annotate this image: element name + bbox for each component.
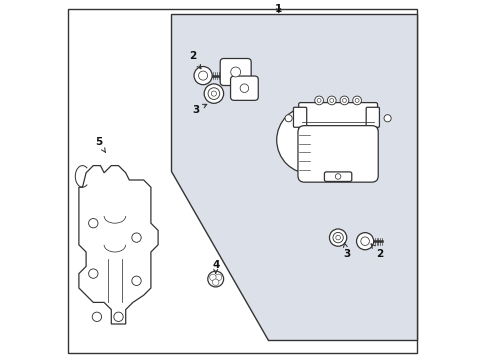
- FancyBboxPatch shape: [298, 103, 377, 136]
- Text: 3: 3: [192, 104, 206, 115]
- Circle shape: [327, 96, 335, 105]
- Text: 1: 1: [275, 4, 282, 14]
- Polygon shape: [79, 166, 158, 324]
- Circle shape: [215, 274, 221, 281]
- FancyBboxPatch shape: [220, 58, 251, 85]
- Circle shape: [198, 71, 207, 80]
- Circle shape: [332, 233, 343, 243]
- Circle shape: [335, 174, 340, 179]
- Ellipse shape: [240, 84, 248, 93]
- FancyBboxPatch shape: [324, 172, 351, 181]
- Circle shape: [360, 237, 368, 246]
- Circle shape: [212, 279, 219, 285]
- Polygon shape: [170, 14, 416, 340]
- Circle shape: [209, 274, 216, 281]
- Circle shape: [114, 312, 123, 321]
- Text: 2: 2: [188, 51, 201, 69]
- Ellipse shape: [230, 67, 240, 77]
- Circle shape: [339, 96, 348, 105]
- Text: 5: 5: [95, 137, 105, 152]
- Circle shape: [314, 96, 323, 105]
- Circle shape: [88, 219, 98, 228]
- Circle shape: [316, 98, 321, 102]
- FancyBboxPatch shape: [230, 76, 258, 100]
- Text: 4: 4: [212, 260, 219, 273]
- Circle shape: [329, 98, 333, 102]
- Circle shape: [354, 98, 358, 102]
- Circle shape: [342, 98, 346, 102]
- Text: 2: 2: [370, 244, 382, 259]
- Circle shape: [285, 115, 291, 122]
- Circle shape: [329, 229, 346, 246]
- Circle shape: [335, 235, 340, 240]
- FancyBboxPatch shape: [293, 107, 306, 127]
- Circle shape: [88, 269, 98, 278]
- Circle shape: [383, 115, 390, 122]
- Circle shape: [204, 84, 223, 103]
- FancyBboxPatch shape: [366, 107, 379, 127]
- Circle shape: [211, 91, 216, 96]
- Circle shape: [276, 107, 344, 174]
- Circle shape: [132, 233, 141, 242]
- Circle shape: [194, 67, 212, 85]
- Circle shape: [356, 233, 373, 250]
- Circle shape: [207, 271, 223, 287]
- Circle shape: [92, 312, 102, 321]
- FancyBboxPatch shape: [297, 126, 377, 182]
- Circle shape: [352, 96, 361, 105]
- Circle shape: [132, 276, 141, 285]
- Circle shape: [207, 88, 219, 99]
- Text: 3: 3: [343, 243, 350, 259]
